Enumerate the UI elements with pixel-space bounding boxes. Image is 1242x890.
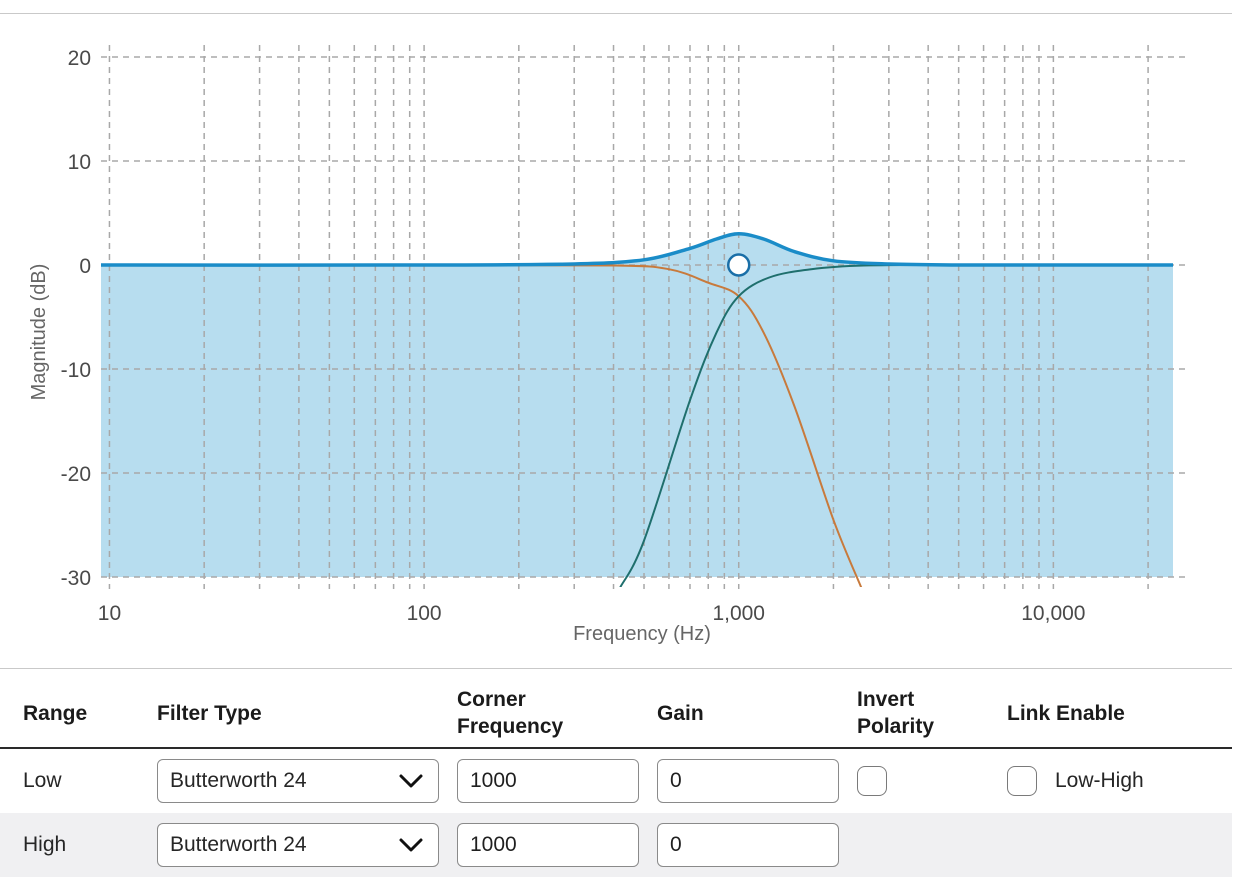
gain-input-low[interactable] xyxy=(657,759,839,803)
table-row-low: Low Butterworth 24 Low-High xyxy=(0,748,1232,813)
range-label-high: High xyxy=(0,813,157,877)
header-invert-polarity-line2: Polarity xyxy=(857,715,935,738)
chevron-down-icon xyxy=(399,838,423,852)
filter-type-select-high[interactable]: Butterworth 24 xyxy=(157,823,439,867)
header-gain: Gain xyxy=(657,701,704,725)
y-axis-title: Magnitude (dB) xyxy=(28,264,50,401)
header-link-enable: Link Enable xyxy=(1007,701,1125,725)
response-fill-area xyxy=(101,233,1173,578)
y-tick-label: 10 xyxy=(68,151,91,174)
link-enable-checkbox[interactable] xyxy=(1007,766,1037,796)
crossover-handle[interactable] xyxy=(726,253,751,277)
header-invert-polarity: Invert Polarity xyxy=(857,678,1007,748)
crossover-filter-table: Range Filter Type Corner Frequency Gain … xyxy=(0,678,1232,877)
summed-response-line xyxy=(101,232,1173,267)
top-divider xyxy=(0,13,1232,14)
x-tick-label: 1,000 xyxy=(712,602,765,625)
header-range: Range xyxy=(23,701,88,725)
invert-polarity-empty-high xyxy=(857,813,1007,877)
corner-frequency-input-high[interactable] xyxy=(457,823,639,867)
link-enable-empty-high xyxy=(1007,813,1232,877)
filter-type-value-high: Butterworth 24 xyxy=(170,833,307,856)
y-tick-label: 0 xyxy=(79,255,91,278)
y-tick-label: -20 xyxy=(61,463,91,486)
table-row-high: High Butterworth 24 xyxy=(0,813,1232,877)
x-tick-label: 10,000 xyxy=(1021,602,1085,625)
gain-input-high[interactable] xyxy=(657,823,839,867)
y-tick-label: -30 xyxy=(61,567,91,590)
header-filter-type: Filter Type xyxy=(157,701,262,725)
corner-frequency-input-low[interactable] xyxy=(457,759,639,803)
filter-type-value-low: Butterworth 24 xyxy=(170,769,307,792)
y-tick-label: 20 xyxy=(68,47,91,70)
invert-polarity-checkbox-low[interactable] xyxy=(857,766,887,796)
table-header-row: Range Filter Type Corner Frequency Gain … xyxy=(0,678,1232,748)
header-corner-frequency-line2: Frequency xyxy=(457,715,564,738)
chevron-down-icon xyxy=(399,774,423,788)
x-axis-title: Frequency (Hz) xyxy=(573,623,711,645)
link-enable-control[interactable]: Low-High xyxy=(1007,766,1232,796)
x-tick-label: 100 xyxy=(407,602,442,625)
header-corner-frequency-line1: Corner xyxy=(457,688,526,711)
x-tick-label: 10 xyxy=(98,602,121,625)
link-enable-label: Low-High xyxy=(1055,769,1144,792)
header-invert-polarity-line1: Invert xyxy=(857,688,915,711)
filter-type-select-low[interactable]: Butterworth 24 xyxy=(157,759,439,803)
table-divider xyxy=(0,668,1232,669)
range-label-low: Low xyxy=(23,769,62,792)
y-tick-label: -10 xyxy=(61,359,91,382)
frequency-response-chart[interactable]: 20 10 0 -10 -20 -30 10 100 1,000 10,000 Magnitud… xyxy=(0,14,1242,664)
header-corner-frequency: Corner Frequency xyxy=(457,678,657,748)
